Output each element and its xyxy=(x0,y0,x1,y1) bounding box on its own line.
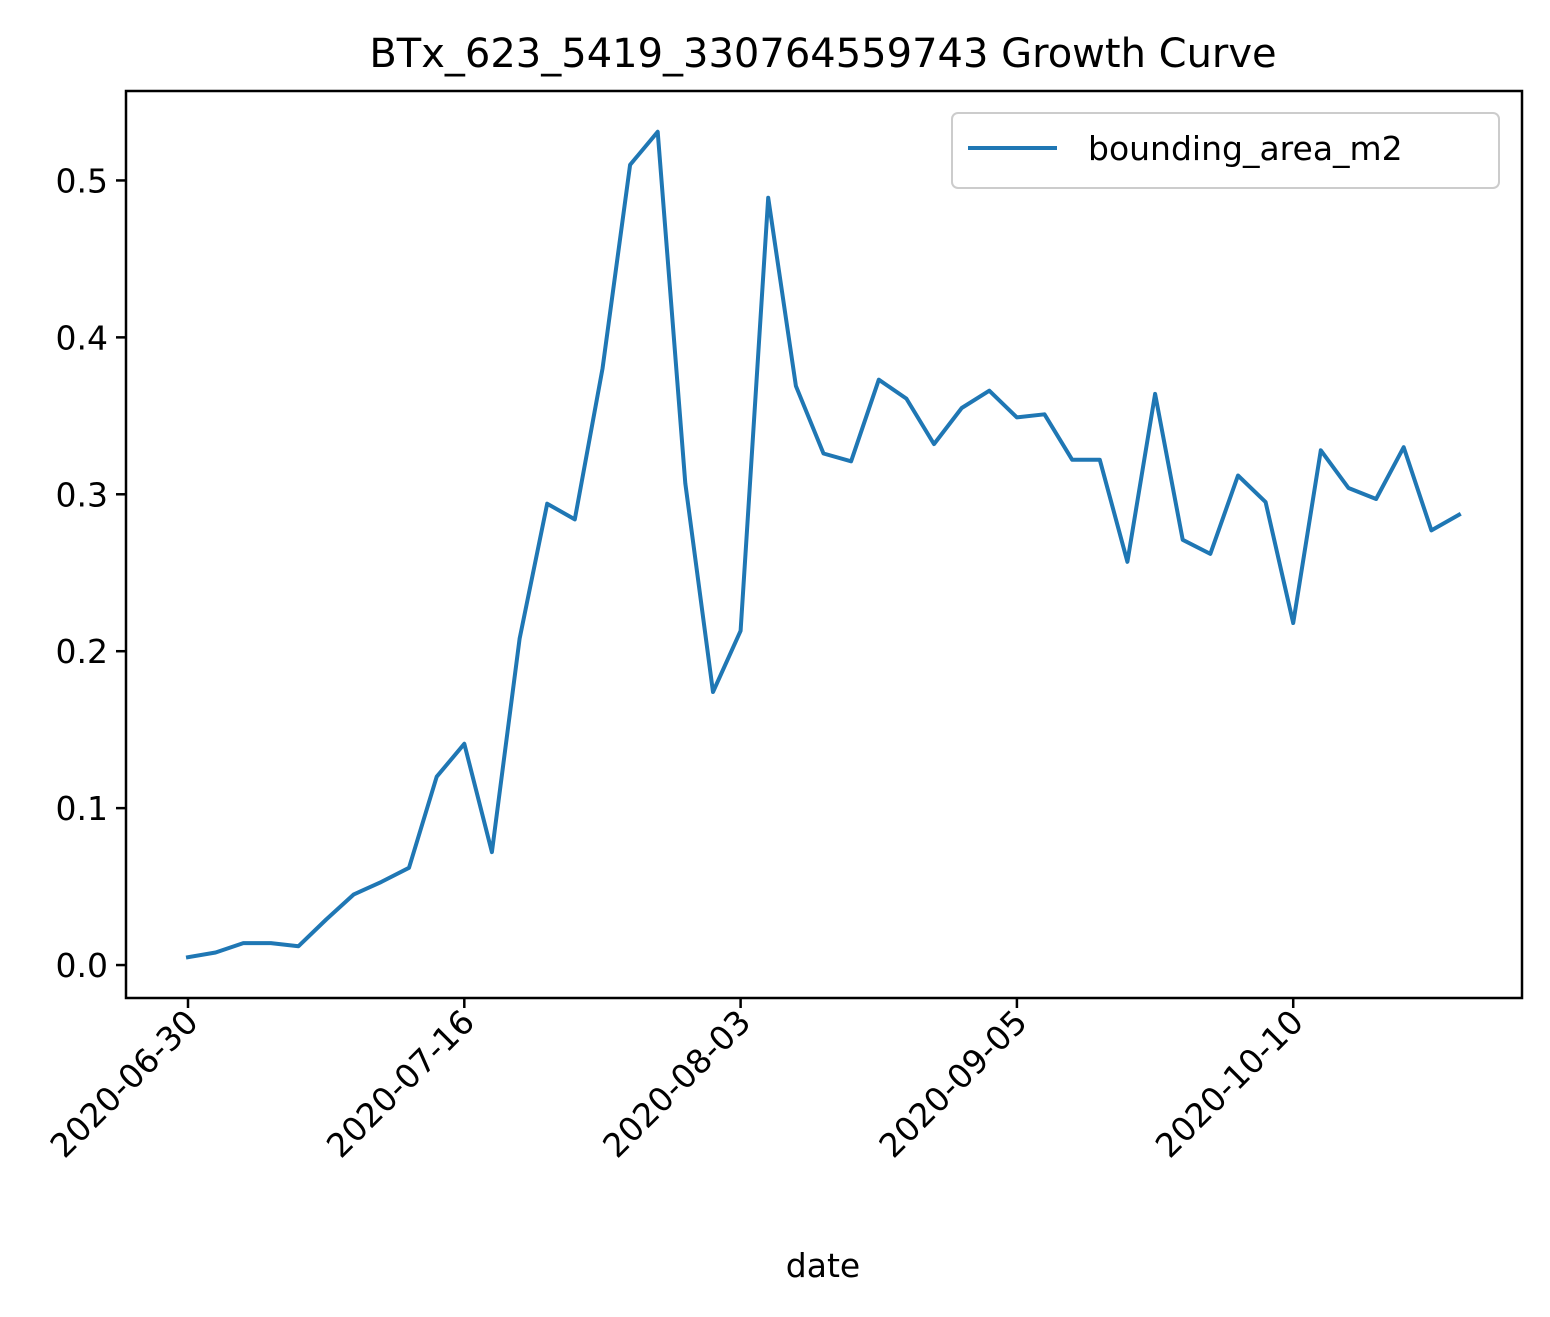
legend: bounding_area_m2 xyxy=(951,112,1500,189)
y-tick-label: 0.1 xyxy=(56,789,108,828)
y-tick-label: 0.3 xyxy=(56,475,108,514)
chart-title: BTx_623_5419_330764559743 Growth Curve xyxy=(369,31,1276,77)
y-axis: 0.0 0.1 0.2 0.3 0.4 0.5 xyxy=(56,161,126,985)
y-tick-label: 0.0 xyxy=(56,946,108,985)
series-line-bounding-area-m2 xyxy=(185,129,1462,960)
legend-label: bounding_area_m2 xyxy=(1088,129,1403,168)
plot-frame xyxy=(124,89,1524,1000)
x-axis-label: date xyxy=(786,1246,860,1285)
y-tick-label: 0.5 xyxy=(56,161,108,200)
y-tick-label: 0.4 xyxy=(56,318,108,357)
y-tick-label: 0.2 xyxy=(56,632,108,671)
legend-box xyxy=(951,112,1500,189)
